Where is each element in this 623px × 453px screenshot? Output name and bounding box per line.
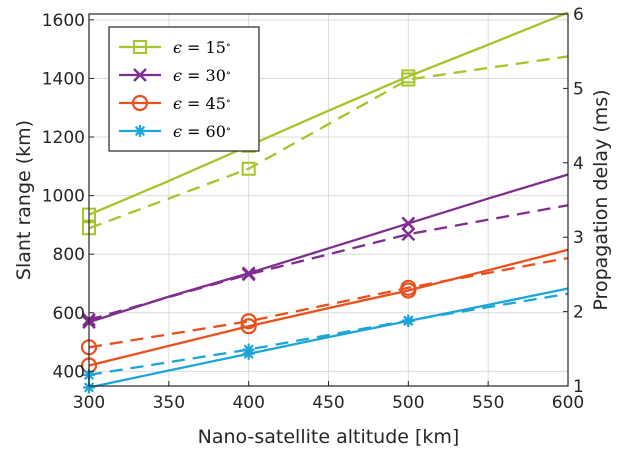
plot-series <box>80 11 569 394</box>
y-axis-right-title: Propagation delay (ms) <box>590 89 612 310</box>
x-marker <box>133 68 147 82</box>
y-left-tick-label: 400 <box>53 362 85 382</box>
x-marker <box>401 216 416 231</box>
x-marker <box>401 227 416 242</box>
circle-marker <box>240 318 257 335</box>
legend-value: = 30 <box>187 66 226 85</box>
legend-value: = 15 <box>187 38 226 57</box>
axes <box>88 13 569 387</box>
legend-value: = 45 <box>187 94 226 113</box>
y-right-tick-label: 5 <box>573 79 584 99</box>
legend-label: ϵ = 30∘ <box>173 66 231 85</box>
x-marker <box>241 267 256 282</box>
circle-marker <box>131 94 149 112</box>
legend-label: ϵ = 60∘ <box>173 122 231 141</box>
slant-range-line <box>88 248 569 367</box>
x-tick-label: 600 <box>552 393 584 413</box>
asterisk-marker <box>242 343 255 356</box>
slant-range-line <box>88 287 569 389</box>
degree-symbol: ∘ <box>226 68 231 79</box>
degree-symbol: ∘ <box>226 124 231 135</box>
degree-symbol: ∘ <box>226 40 231 51</box>
y-left-tick-label: 1600 <box>42 11 85 31</box>
series-group <box>82 173 569 330</box>
propagation-delay-line <box>88 55 569 230</box>
asterisk-marker <box>134 125 146 137</box>
x-tick-label: 500 <box>392 393 424 413</box>
asterisk-marker <box>402 314 415 327</box>
square-marker <box>133 40 147 54</box>
square-marker <box>401 72 416 87</box>
y-left-tick-label: 600 <box>53 304 85 324</box>
slant-range-line <box>88 173 569 324</box>
x-tick-label: 300 <box>73 393 105 413</box>
degree-symbol: ∘ <box>226 96 231 107</box>
x-tick-label: 550 <box>472 393 504 413</box>
x-tick-label: 350 <box>153 393 185 413</box>
x-tick-label: 450 <box>312 393 344 413</box>
legend-symbol: ϵ <box>173 66 187 85</box>
y-right-tick-label: 2 <box>573 303 584 323</box>
y-right-tick-label: 1 <box>573 377 584 397</box>
legend-label: ϵ = 45∘ <box>173 94 231 113</box>
series-group <box>80 248 569 374</box>
tick-labels: 300 350 400 450 500 550 6004006008001000120014… <box>42 5 584 413</box>
legend-symbol: ϵ <box>173 122 187 141</box>
legend-symbol: ϵ <box>173 38 187 57</box>
circle-marker <box>400 279 417 296</box>
asterisk-marker <box>83 381 95 394</box>
y-axis-left-title: Slant range (km) <box>13 120 35 280</box>
slant-range-line <box>88 11 569 216</box>
y-left-tick-label: 1400 <box>42 69 85 89</box>
legend-label: ϵ = 15∘ <box>173 38 231 57</box>
y-left-tick-label: 1200 <box>42 128 85 148</box>
circle-marker <box>240 313 257 330</box>
y-left-tick-label: 1000 <box>42 187 85 207</box>
legend-value: = 60 <box>187 122 226 141</box>
legend-symbol: ϵ <box>173 94 187 113</box>
x-tick-label: 400 <box>232 393 264 413</box>
square-marker <box>241 161 256 176</box>
propagation-delay-line <box>88 292 569 376</box>
propagation-delay-line <box>88 204 569 321</box>
y-right-tick-label: 4 <box>573 154 584 174</box>
legend: ϵ = 15∘ϵ = 30∘ϵ = 45∘ϵ = 60∘ <box>108 26 260 152</box>
y-left-tick-label: 800 <box>53 245 85 265</box>
y-right-tick-label: 3 <box>573 228 584 248</box>
y-right-tick-label: 6 <box>573 5 584 25</box>
propagation-delay-line <box>88 256 569 349</box>
x-axis-title: Nano-satellite altitude [km] <box>198 426 460 448</box>
